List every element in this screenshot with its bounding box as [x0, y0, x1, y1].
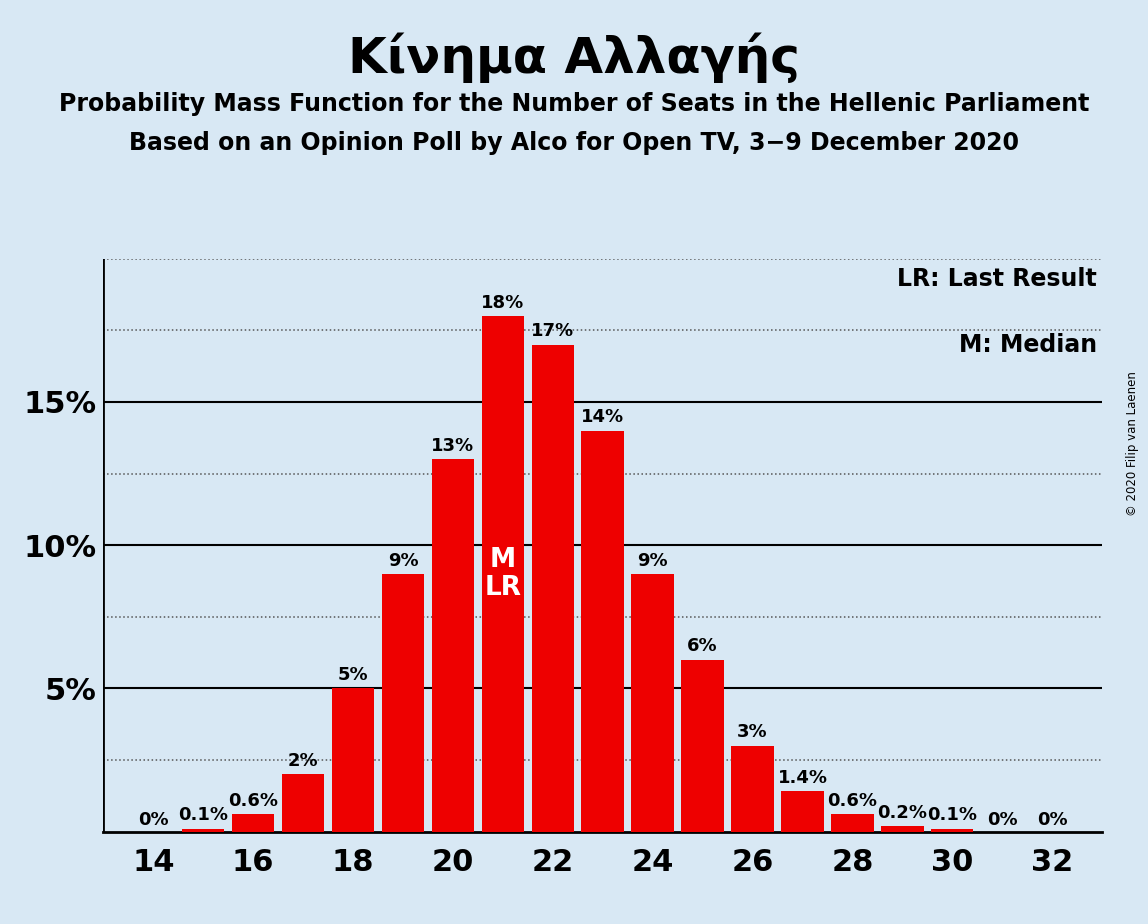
Text: 9%: 9% — [388, 552, 418, 569]
Bar — [782, 792, 823, 832]
Text: Κίνημα Αλλαγής: Κίνημα Αλλαγής — [348, 32, 800, 83]
Text: Based on an Opinion Poll by Alco for Open TV, 3−9 December 2020: Based on an Opinion Poll by Alco for Ope… — [129, 131, 1019, 155]
Bar — [432, 459, 474, 832]
Text: 0.1%: 0.1% — [928, 807, 977, 824]
Bar — [232, 814, 274, 832]
Bar — [282, 774, 324, 832]
Text: 0%: 0% — [1037, 810, 1068, 829]
Bar — [582, 431, 623, 832]
Bar — [731, 746, 774, 832]
Text: 14%: 14% — [581, 408, 625, 426]
Text: 0.6%: 0.6% — [228, 792, 278, 810]
Bar — [382, 574, 424, 832]
Bar — [482, 316, 523, 832]
Text: 3%: 3% — [737, 723, 768, 741]
Bar — [532, 345, 574, 832]
Text: 0.2%: 0.2% — [877, 804, 928, 821]
Bar — [882, 826, 923, 832]
Bar — [831, 814, 874, 832]
Text: 13%: 13% — [432, 437, 474, 455]
Text: 0%: 0% — [987, 810, 1017, 829]
Text: M
LR: M LR — [484, 547, 521, 601]
Text: © 2020 Filip van Laenen: © 2020 Filip van Laenen — [1126, 371, 1139, 516]
Bar — [631, 574, 674, 832]
Bar — [931, 829, 974, 832]
Text: 6%: 6% — [688, 638, 718, 655]
Text: 5%: 5% — [338, 666, 369, 684]
Text: 1.4%: 1.4% — [777, 769, 828, 787]
Text: Probability Mass Function for the Number of Seats in the Hellenic Parliament: Probability Mass Function for the Number… — [59, 92, 1089, 116]
Text: 0.1%: 0.1% — [178, 807, 228, 824]
Text: 18%: 18% — [481, 294, 525, 311]
Text: M: Median: M: Median — [959, 334, 1097, 358]
Text: LR: Last Result: LR: Last Result — [898, 267, 1097, 291]
Bar — [183, 829, 224, 832]
Bar — [332, 688, 374, 832]
Bar — [682, 660, 723, 832]
Text: 9%: 9% — [637, 552, 668, 569]
Text: 17%: 17% — [532, 322, 574, 340]
Text: 0.6%: 0.6% — [828, 792, 877, 810]
Text: 0%: 0% — [138, 810, 169, 829]
Text: 2%: 2% — [288, 752, 318, 770]
